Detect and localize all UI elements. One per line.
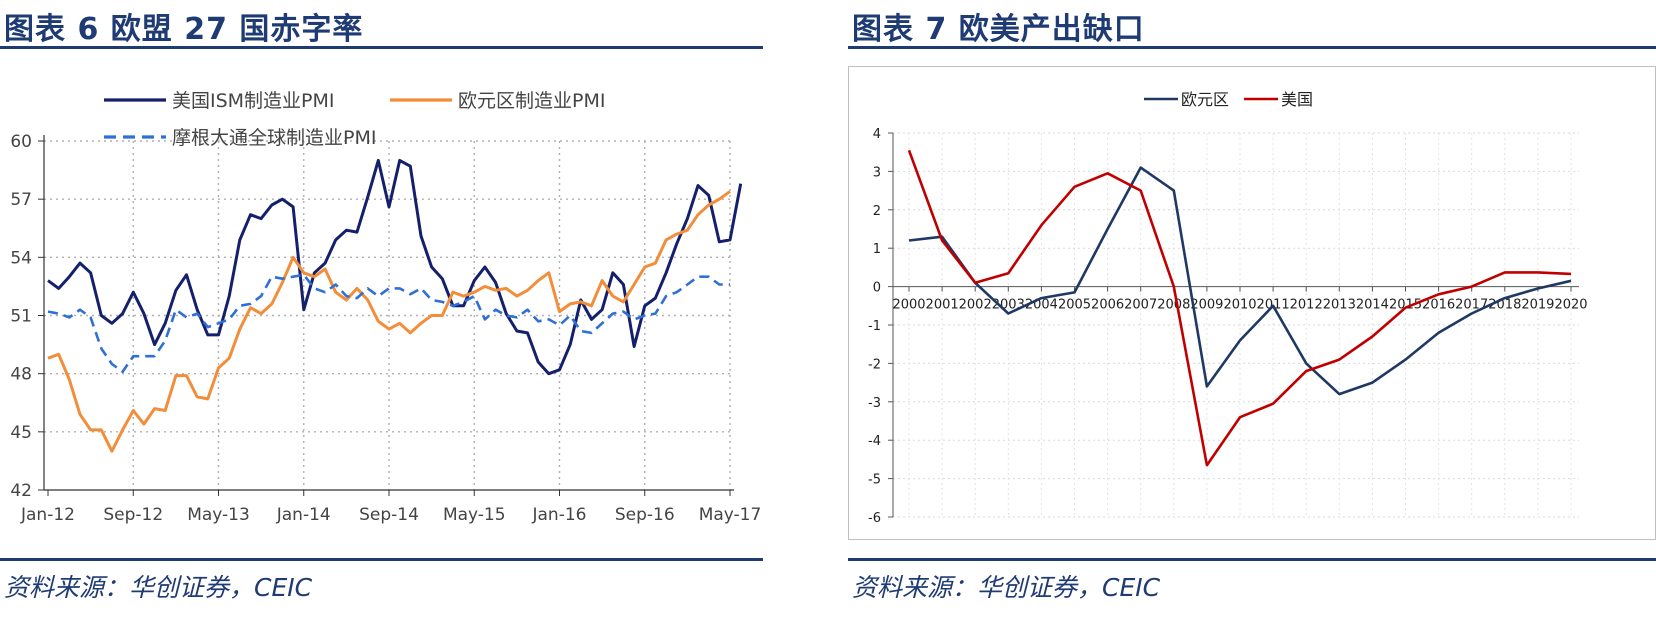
legend-label-0: 欧元区 (1181, 90, 1229, 109)
x-tick-label: 2002 (959, 298, 992, 313)
x-tick-label: May-15 (443, 505, 506, 525)
x-tick-label: 2017 (1455, 298, 1488, 313)
y-tick-label: -2 (868, 357, 881, 372)
y-tick-label: 51 (10, 307, 32, 327)
x-tick-label: 2010 (1223, 298, 1256, 313)
legend-label-1: 欧元区制造业PMI (458, 90, 605, 112)
x-tick-label: Jan-16 (532, 505, 587, 525)
y-tick-label: -4 (868, 434, 881, 449)
left-title-rule (0, 46, 763, 49)
right-chart-title: 图表 7 欧美产出缺口 (852, 12, 1145, 47)
x-tick-label: 2005 (1058, 298, 1091, 313)
legend-label-2: 摩根大通全球制造业PMI (172, 127, 376, 149)
x-tick-label: Sep-16 (615, 505, 675, 525)
x-tick-label: 2000 (892, 298, 925, 313)
y-tick-label: -3 (868, 396, 881, 411)
y-tick-label: 45 (10, 423, 32, 443)
x-tick-label: 2020 (1554, 298, 1587, 313)
y-tick-label: 0 (873, 281, 881, 296)
x-tick-label: 2004 (1025, 298, 1058, 313)
series-line-1 (907, 149, 1572, 467)
y-tick-label: 2 (873, 204, 881, 219)
series-line-0 (47, 158, 743, 376)
right-bottom-rule (848, 558, 1656, 561)
right-title-rule (848, 46, 1656, 49)
y-tick-label: 1 (873, 242, 881, 257)
y-tick-label: -1 (868, 319, 881, 334)
y-tick-label: -6 (868, 511, 881, 526)
x-tick-label: 2009 (1190, 298, 1223, 313)
x-tick-label: 2013 (1323, 298, 1356, 313)
right-chart-frame: -6 -5 -4 -3 -2 -1 0 1 2 3 4 2000 2001 2002 2003 2004 200… (848, 66, 1656, 540)
left-source-note: 资料来源：华创证券，CEIC (4, 573, 313, 602)
x-tick-label: May-17 (699, 505, 762, 525)
series-line-1 (47, 190, 731, 453)
series-line-2 (47, 273, 730, 374)
x-tick-label: Sep-14 (359, 505, 419, 525)
x-tick-label: 2018 (1488, 298, 1521, 313)
x-tick-label: 2001 (926, 298, 959, 313)
x-tick-label: Sep-12 (103, 505, 163, 525)
legend-label-1: 美国 (1281, 90, 1313, 109)
y-tick-label: 57 (10, 190, 32, 210)
y-tick-label: 3 (873, 165, 881, 180)
x-tick-label: 2015 (1389, 298, 1422, 313)
y-tick-label: 48 (10, 365, 32, 385)
left-line-chart: 42 45 48 51 54 57 60 Jan-12 Sep-12 May-13 Jan-14 Se… (10, 90, 762, 525)
x-tick-label: 2006 (1091, 298, 1124, 313)
x-tick-label: May-13 (187, 505, 250, 525)
left-bottom-rule (0, 558, 763, 561)
series-line-0 (908, 166, 1572, 396)
left-chart-title: 图表 6 欧盟 27 国赤字率 (4, 12, 364, 47)
y-tick-label: 54 (10, 248, 32, 268)
x-tick-label: Jan-12 (20, 505, 75, 525)
y-tick-label: 4 (873, 127, 881, 142)
y-tick-label: -5 (868, 473, 881, 488)
x-tick-label: 2003 (992, 298, 1025, 313)
x-tick-label: 2008 (1157, 298, 1190, 313)
x-tick-label: Jan-14 (276, 505, 331, 525)
x-tick-label: 2007 (1124, 298, 1157, 313)
right-chart-panel: 图表 7 欧美产出缺口 -6 -5 -4 -3 -2 -1 0 1 2 3 4 2000 2001 200… (848, 0, 1656, 640)
x-tick-label: 2014 (1356, 298, 1389, 313)
legend-label-0: 美国ISM制造业PMI (172, 90, 335, 112)
x-tick-label: 2019 (1521, 298, 1554, 313)
right-source-note: 资料来源：华创证券，CEIC (852, 573, 1161, 602)
y-tick-label: 60 (10, 132, 32, 152)
y-tick-label: 42 (10, 481, 32, 501)
left-chart-panel: 图表 6 欧盟 27 国赤字率 42 45 48 51 54 57 60 Jan-12 Sep-… (0, 0, 810, 640)
x-tick-label: 2012 (1290, 298, 1323, 313)
x-tick-label: 2016 (1422, 298, 1455, 313)
